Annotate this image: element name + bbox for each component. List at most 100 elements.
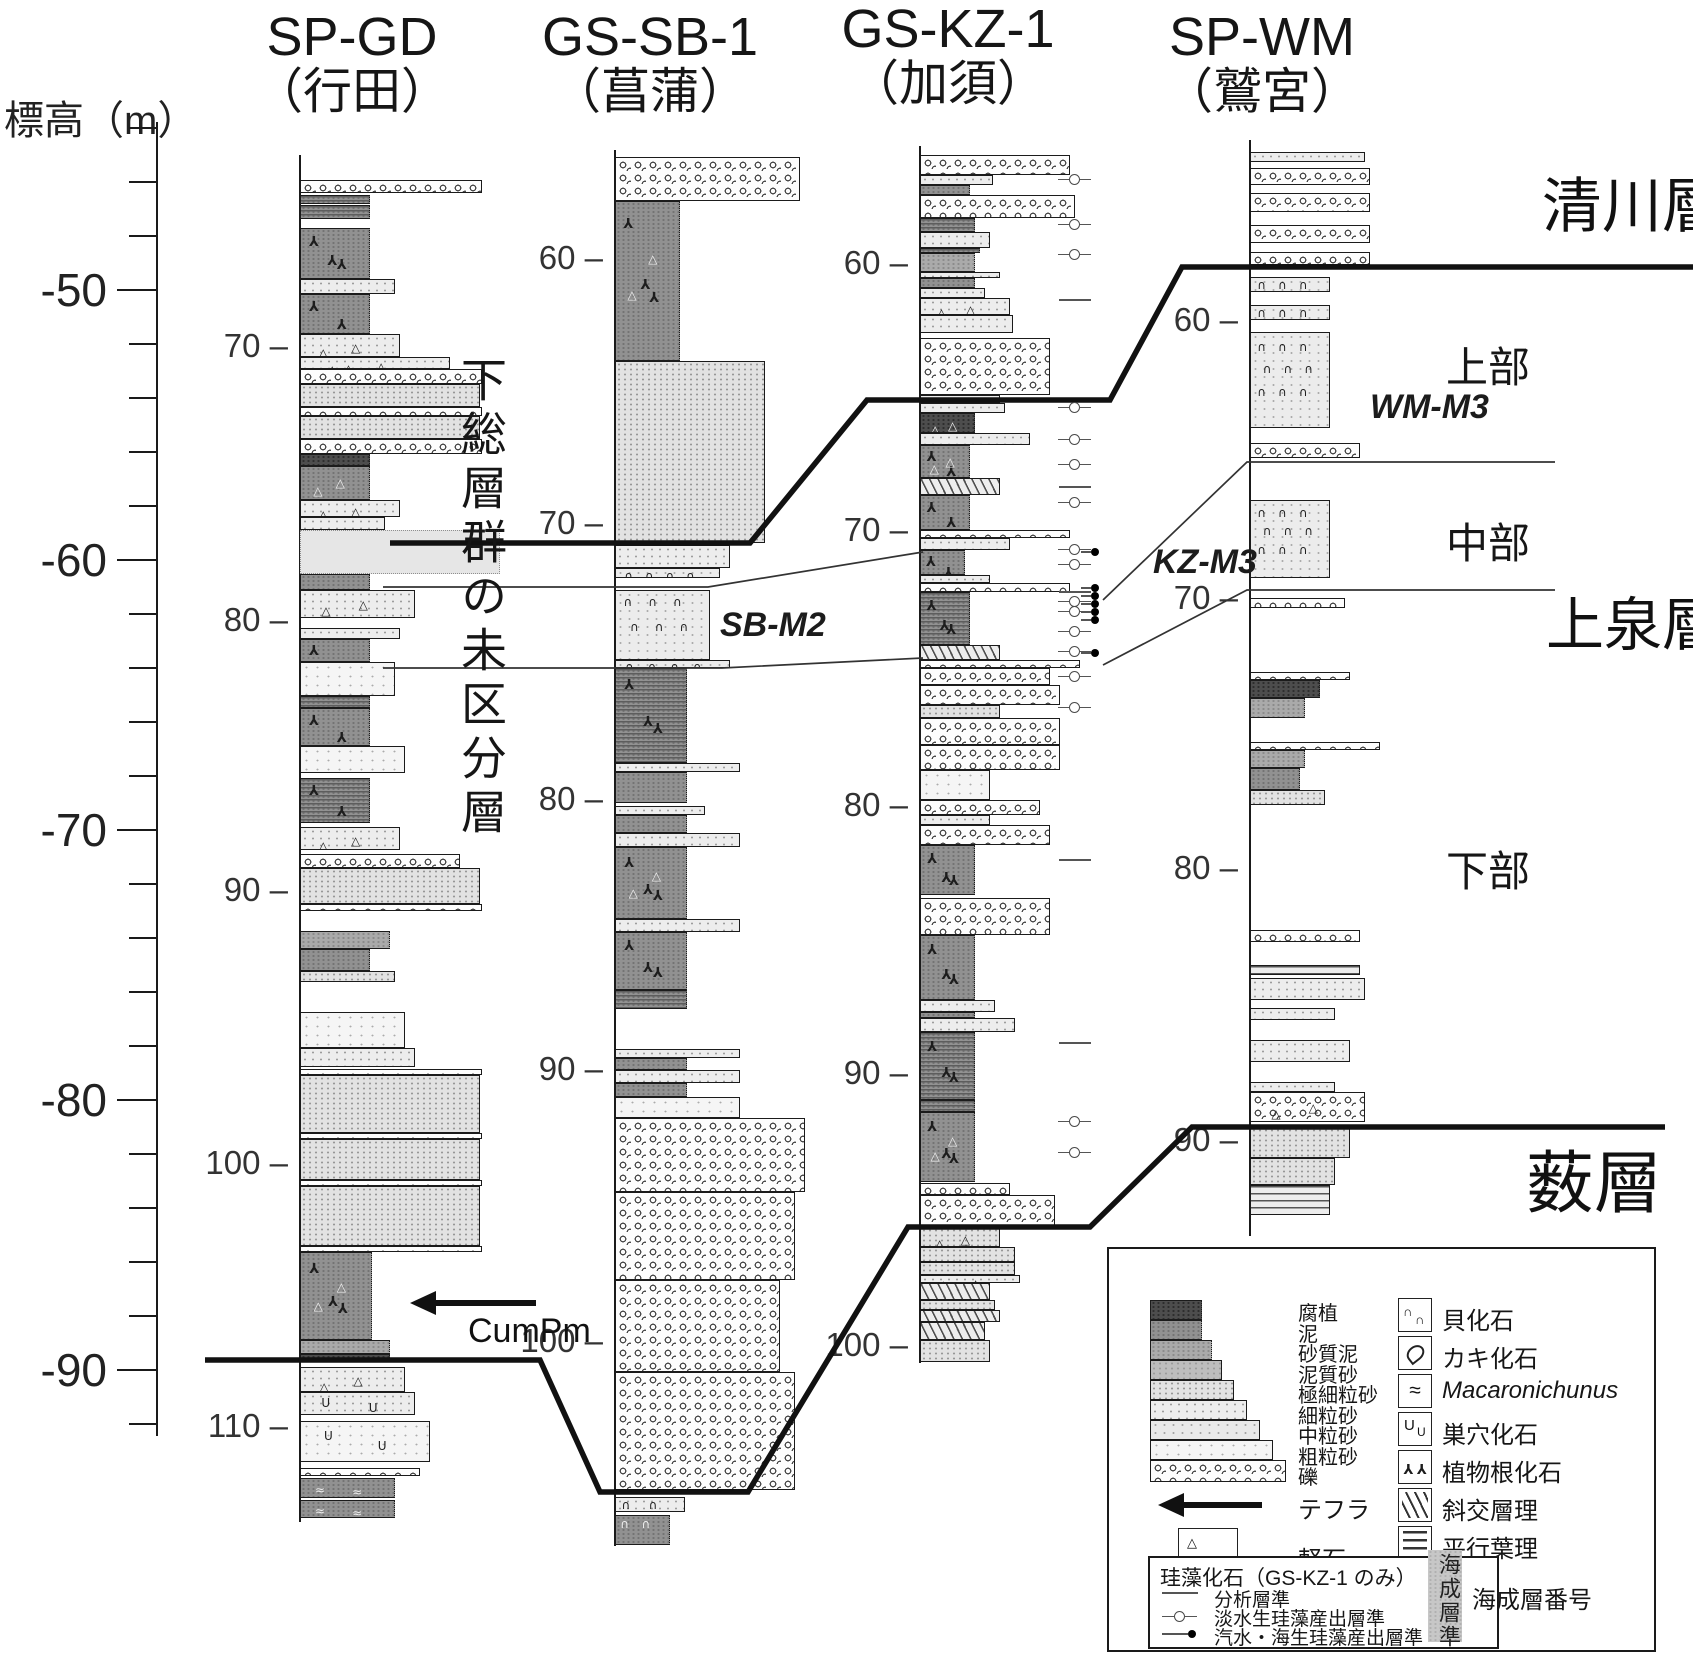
shell-icon: ∩ (620, 1517, 630, 1532)
bed-vfsand (300, 1139, 480, 1180)
bed-smud (1250, 698, 1305, 718)
bed-vfsand (1250, 1158, 1335, 1185)
shell-icon: ∩ (686, 568, 695, 578)
bed-fsand (920, 175, 993, 185)
bed-xbed (920, 478, 1000, 495)
oyster-fossil-icon (1398, 1336, 1432, 1370)
legend-lith-label: 腐植 (1298, 1303, 1338, 1325)
freshwater-diatom-symbol (1058, 626, 1091, 637)
depth-label-sp-gd: 100 – (205, 1144, 288, 1181)
analysis-level-symbol (1059, 859, 1091, 861)
bed-gravelline (1250, 930, 1360, 942)
bed-mud: Y Y Y △ △ (920, 1112, 975, 1182)
correlation-line (1102, 461, 1555, 601)
freshwater-diatom-symbol (1058, 402, 1091, 413)
major-tick (117, 289, 157, 291)
bed-fsand (920, 1000, 995, 1012)
bed-csand (300, 746, 405, 773)
bed-gravel (920, 745, 1060, 770)
label-cumpm-tephra: CumPm (468, 1312, 591, 1350)
bed-shellmud: ∩ ∩ (615, 1515, 670, 1545)
pumice-icon: △ (358, 598, 368, 613)
pumice-icon: △ (945, 454, 955, 469)
wave-icon: ≈ (352, 1485, 363, 1498)
legend-marine-bar-text: 海成層準 (1436, 1553, 1461, 1649)
shell-icon: ∩ (1257, 542, 1267, 557)
bed-mud: Y Y Y △ △ (300, 1252, 372, 1340)
shell-icon: ∩ (1257, 278, 1267, 292)
legend-lith-label: 細粒砂 (1298, 1405, 1358, 1428)
bed-fsand: △ △ △ (300, 357, 450, 369)
shell-icon: ∩ (648, 1498, 658, 1512)
bed-fsand (300, 628, 400, 639)
shell-icon: ∩ (673, 595, 682, 610)
marine-diatom-symbol (1081, 649, 1099, 657)
label-sb-m2: SB-M2 (720, 606, 826, 644)
bed-xbed (920, 645, 1000, 660)
borehole-place: （行田） (253, 65, 450, 120)
bed-fsand (615, 806, 705, 815)
pumice-icon: △ (929, 462, 939, 477)
legend-swatch-fsand (1150, 1400, 1247, 1420)
bed-mud: △ △ (300, 466, 370, 500)
bed-fsand (920, 403, 1005, 413)
depth-label-sp-wm: 70 – (1173, 579, 1238, 616)
legend-diatom-label: 分析層準 (1214, 1590, 1291, 1611)
freshwater-diatom-symbol (1058, 1147, 1091, 1158)
pumice-icon: △ (935, 1236, 945, 1247)
shell-icon: ∩ (1257, 384, 1267, 399)
bed-fsand (920, 288, 985, 298)
pumice-icon: △ (376, 360, 386, 369)
shell-icon: ∩ (624, 568, 634, 578)
analysis-level-symbol (1059, 486, 1091, 488)
major-tick (117, 559, 157, 561)
marine-diatom-symbol (1081, 548, 1099, 556)
analysis-level-symbol (1059, 591, 1091, 593)
bed-csand (300, 1012, 405, 1048)
legend-symbol-label: 斜交層理 (1442, 1498, 1538, 1525)
column-header-gs-sb-1: GS-SB-1 （菖蒲） (480, 8, 820, 119)
pumice-icon: △ (648, 251, 658, 266)
pumice-icon: △ (313, 483, 323, 498)
freshwater-diatom-symbol (1058, 544, 1091, 555)
depth-label-gs-sb-1: 90 – (538, 1050, 603, 1087)
bed-mud: Y Y △ △ (920, 445, 970, 478)
bed-fsand: △△ (300, 334, 400, 357)
minor-tick (129, 181, 157, 183)
bed-gravel (615, 1372, 795, 1490)
legend-swatch-vfsand (1150, 1380, 1234, 1400)
depth-label-gs-sb-1: 60 – (538, 239, 603, 276)
bed-humus (300, 454, 370, 466)
legend-fresh-symbol (1162, 1611, 1197, 1622)
minor-tick (129, 1261, 157, 1263)
depth-label-sp-gd: 90 – (223, 871, 288, 908)
pumice-icon: △ (627, 287, 637, 302)
bed-mud: Y Y Y △ △ (615, 201, 680, 361)
depth-label-sp-gd: 80 – (223, 601, 288, 638)
bed-mudlam (300, 205, 370, 219)
bed-vfsand (920, 1247, 1015, 1262)
bed-fsand (1250, 978, 1365, 1000)
legend-symbol-label: 巣穴化石 (1442, 1422, 1538, 1449)
bed-fsand: ∩ ∩ (615, 1497, 685, 1512)
minor-tick (129, 127, 157, 129)
marine-diatom-symbol (1081, 592, 1099, 600)
bed-fsand (1250, 1082, 1335, 1092)
borehole-place: （菖蒲） (551, 65, 748, 120)
pumice-icon: △ (936, 306, 947, 315)
bed-mudlam (920, 1100, 975, 1112)
bed-vfsand (300, 868, 480, 904)
major-tick (117, 829, 157, 831)
annotation-shimousa-unclassified: 下総層群の未区分層 (455, 356, 507, 842)
bed-shellsand: ∩ ∩ ∩ ∩ ∩ ∩ (615, 590, 710, 660)
cross-bedding-icon (1398, 1488, 1432, 1522)
pumice-icon: △ (318, 345, 328, 357)
shell-icon: ∩ (1298, 542, 1308, 557)
burrow-icon: U (321, 1396, 331, 1411)
wave-icon: ≈ (314, 1482, 325, 1497)
